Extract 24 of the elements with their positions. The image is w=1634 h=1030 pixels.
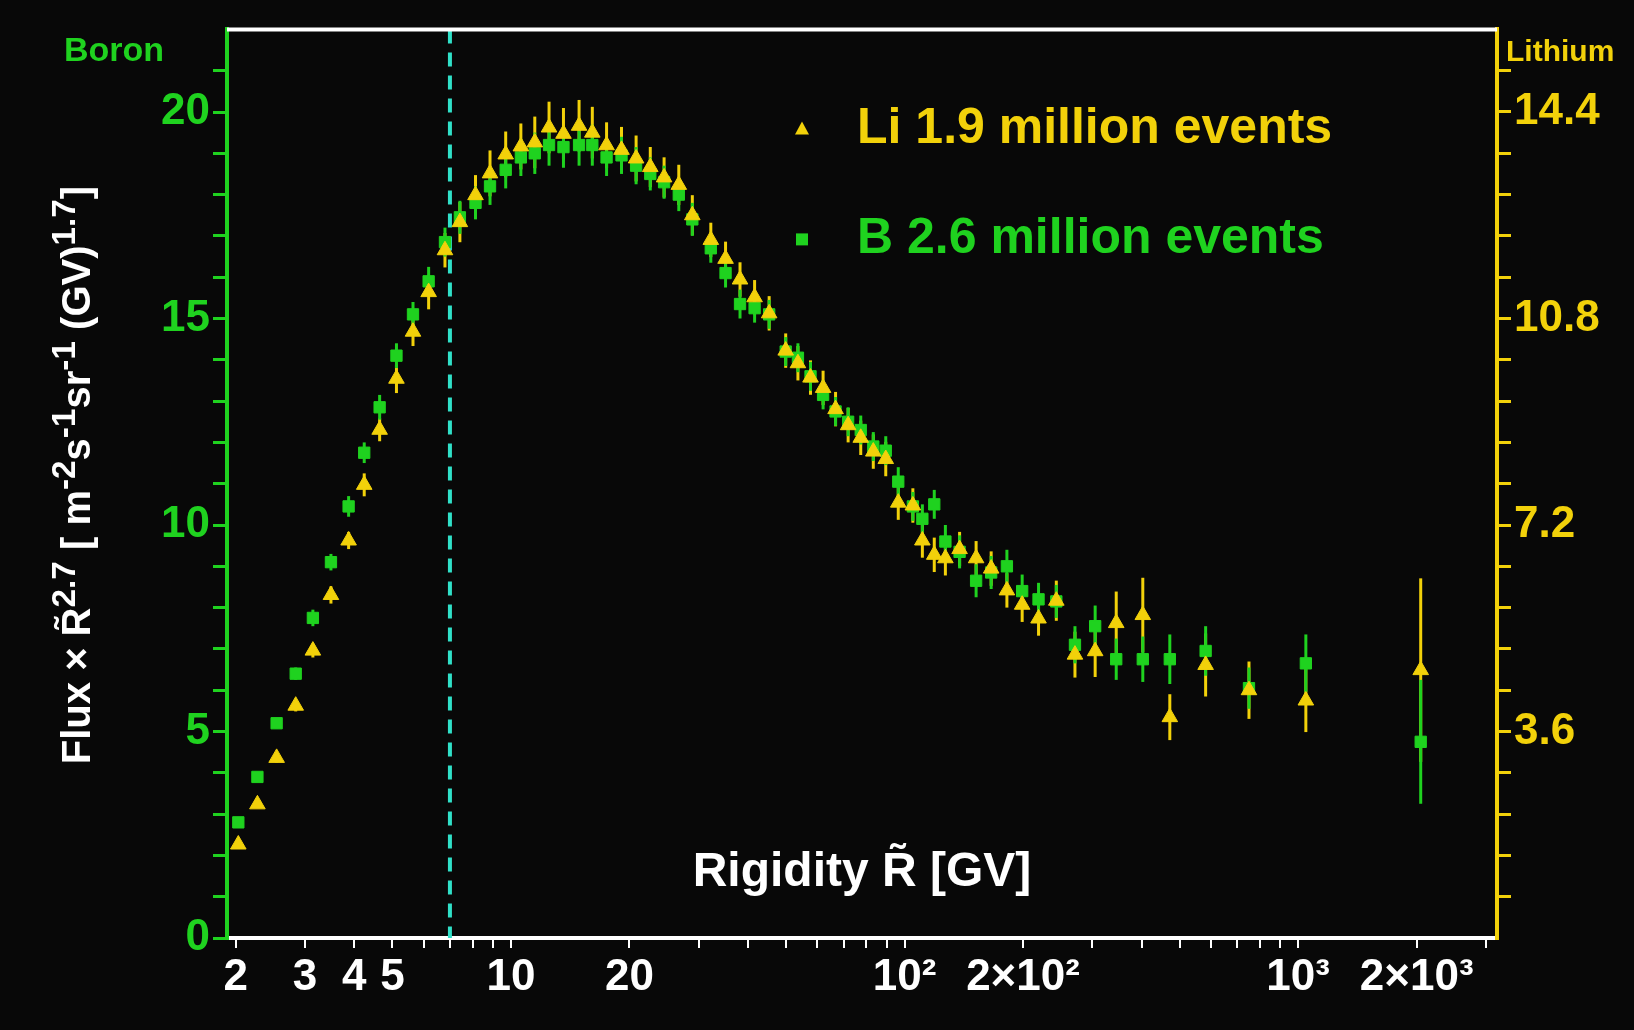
y-tick-label: 15 (161, 290, 210, 340)
y2-axis-title: Lithium (1506, 34, 1615, 68)
x-tick-label: 10² (872, 949, 937, 999)
x-tick-label: 2 (223, 949, 249, 999)
legend-label: Li 1.9 million events (857, 98, 1333, 155)
x-tick-label: 10 (486, 949, 536, 999)
y-tick-label: 0 (185, 910, 210, 960)
x-tick-label: 2×10³ (1359, 949, 1474, 999)
x-tick-label: 10³ (1266, 949, 1330, 999)
x-tick-label: 3 (292, 949, 318, 999)
text: Boron (64, 30, 165, 69)
y-tick-label: 20 (161, 84, 210, 134)
y-tick-label: 10 (161, 497, 210, 547)
y-tick-label: 5 (185, 703, 210, 753)
x-tick-label: 20 (604, 949, 654, 999)
x-axis-title: Rigidity R̃ [GV] (692, 843, 1032, 896)
x-tick-label: 4 (342, 949, 368, 999)
y2-tick-label: 7.2 (1514, 497, 1576, 547)
y2-tick-label: 14.4 (1514, 84, 1601, 134)
x-tick-label: 5 (380, 949, 405, 999)
legend-label: B 2.6 million events (857, 208, 1324, 265)
y2-tick-label: 10.8 (1514, 290, 1600, 340)
x-tick-label: 2×10² (966, 949, 1080, 999)
y2-tick-label: 3.6 (1514, 703, 1576, 753)
